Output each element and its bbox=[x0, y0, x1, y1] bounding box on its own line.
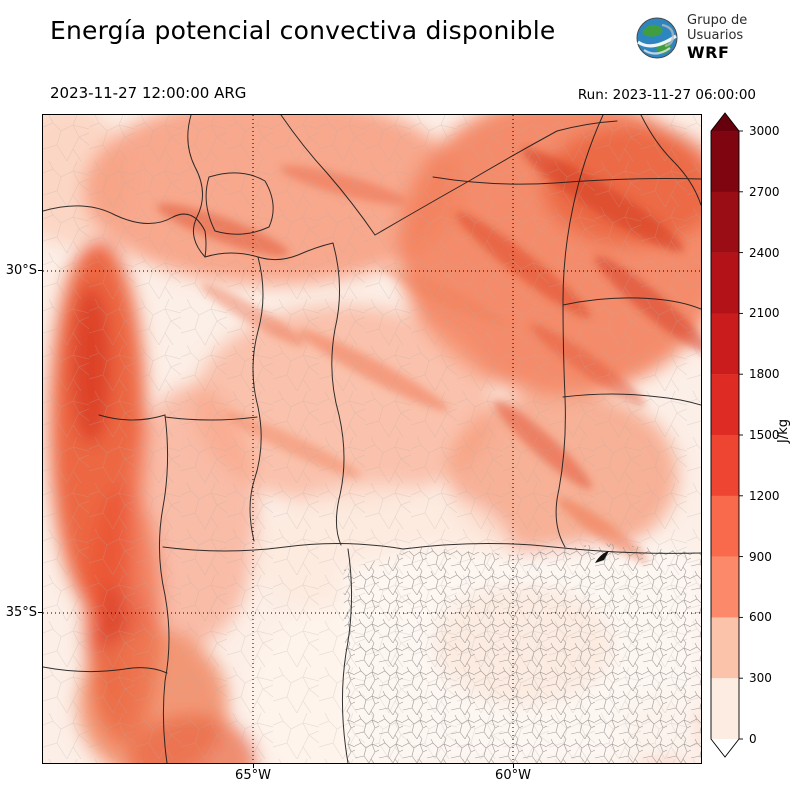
colorbar-segment bbox=[711, 556, 739, 618]
axis-tick-lat-35 bbox=[38, 612, 42, 613]
colorbar-segment bbox=[711, 435, 739, 496]
colorbar-tick-label: 2400 bbox=[749, 246, 780, 260]
colorbar-tick-label: 300 bbox=[749, 671, 772, 685]
colorbar-segment bbox=[711, 191, 739, 253]
colorbar-tick-label: 1500 bbox=[749, 428, 780, 442]
colorbar-tick-label: 3000 bbox=[749, 124, 780, 138]
axis-tick-lon-60 bbox=[513, 764, 514, 768]
colorbar-segment bbox=[711, 678, 739, 740]
run-time-label: Run: 2023-11-27 06:00:00 bbox=[577, 87, 756, 103]
colorbar-segment bbox=[711, 617, 739, 679]
colorbar-segment bbox=[711, 374, 739, 436]
lat-label-35s: 35°S bbox=[5, 605, 37, 620]
lon-label-65w: 65°W bbox=[235, 768, 271, 783]
wrf-users-logo: Grupo de Usuarios WRF bbox=[634, 13, 748, 62]
buenos-aires-city-marker bbox=[595, 551, 609, 563]
colorbar-segment bbox=[711, 313, 739, 375]
colorbar-arrow-down bbox=[711, 739, 739, 757]
lon-label-60w: 60°W bbox=[495, 768, 531, 783]
colorbar-segment bbox=[711, 495, 739, 557]
colorbar-tick-label: 1200 bbox=[749, 489, 780, 503]
colorbar-segments bbox=[711, 131, 739, 740]
logo-text: Grupo de Usuarios WRF bbox=[687, 13, 748, 62]
province-borders bbox=[43, 115, 701, 763]
logo-line-3: WRF bbox=[687, 42, 730, 62]
colorbar-segment bbox=[711, 131, 739, 192]
colorbar-tick-label: 0 bbox=[749, 732, 757, 746]
colorbar-tick-marks bbox=[739, 130, 743, 740]
colorbar-tick-label: 2100 bbox=[749, 306, 780, 320]
colorbar-tick-label: 900 bbox=[749, 550, 772, 564]
axis-tick-lat-30 bbox=[38, 270, 42, 271]
page-title: Energía potencial convectiva disponible bbox=[50, 16, 556, 45]
axis-tick-lon-65 bbox=[253, 764, 254, 768]
lat-label-30s: 30°S bbox=[5, 263, 37, 278]
colorbar-units-label: J/kg bbox=[776, 419, 791, 443]
colorbar-tick-label: 600 bbox=[749, 610, 772, 624]
grid-lines bbox=[43, 115, 701, 763]
valid-time-label: 2023-11-27 12:00:00 ARG bbox=[50, 84, 247, 102]
logo-line-1: Grupo de bbox=[687, 13, 748, 28]
buenos-aires-department-borders bbox=[343, 543, 701, 763]
colorbar-arrow-up bbox=[711, 113, 739, 131]
colorbar-tick-label: 1800 bbox=[749, 367, 780, 381]
colorbar bbox=[710, 112, 743, 758]
cape-map bbox=[43, 115, 701, 763]
colorbar-tick-label: 2700 bbox=[749, 185, 780, 199]
colorbar-segment bbox=[711, 252, 739, 314]
globe-icon bbox=[636, 17, 678, 59]
map-frame bbox=[42, 114, 702, 764]
logo-line-2: Usuarios bbox=[687, 27, 744, 43]
